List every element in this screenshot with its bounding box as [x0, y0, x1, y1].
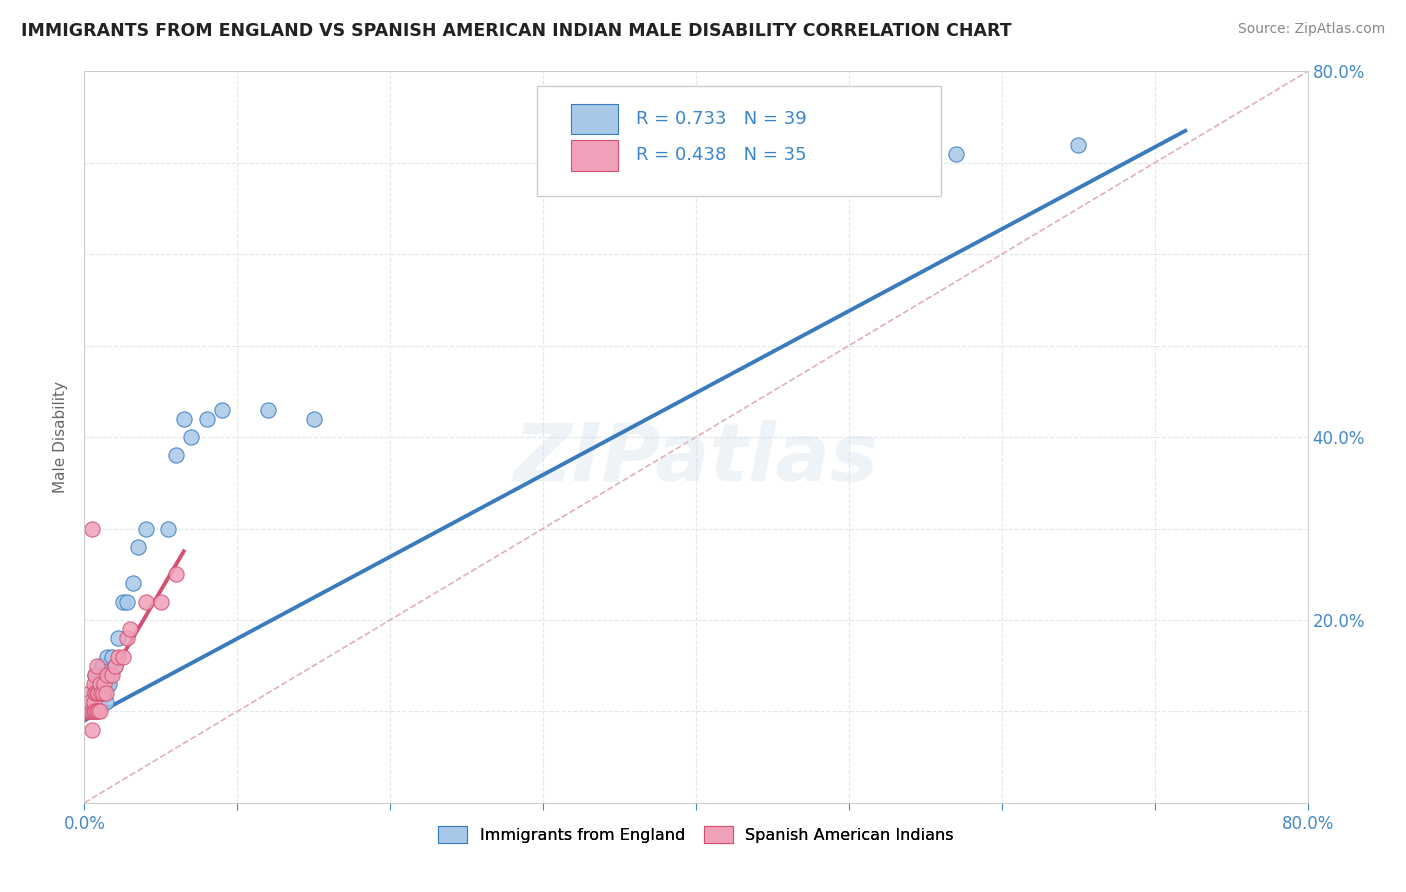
Point [302, 412, 325, 426]
Point [90, 686, 112, 700]
Point [111, 594, 134, 608]
Point [77, 686, 100, 700]
Text: R = 0.733   N = 39: R = 0.733 N = 39 [636, 110, 807, 128]
FancyBboxPatch shape [537, 86, 941, 195]
Point [111, 649, 134, 664]
Point [157, 521, 180, 535]
Point [149, 594, 172, 608]
Point [91, 658, 114, 673]
Point [84, 667, 107, 681]
Point [87, 667, 110, 681]
Y-axis label: Male Disability: Male Disability [53, 381, 69, 493]
Point [77, 705, 100, 719]
Point [80, 521, 103, 535]
Point [79, 695, 101, 709]
Point [97, 677, 120, 691]
Point [83, 677, 105, 691]
Point [93, 686, 115, 700]
Point [945, 146, 967, 161]
Point [93, 677, 115, 691]
Point [93, 667, 115, 681]
Point [101, 649, 124, 664]
Point [86, 686, 108, 700]
FancyBboxPatch shape [571, 140, 617, 171]
Point [107, 632, 129, 646]
Point [173, 412, 195, 426]
Point [165, 448, 187, 462]
Point [86, 677, 108, 691]
Point [87, 705, 110, 719]
Text: Source: ZipAtlas.com: Source: ZipAtlas.com [1237, 22, 1385, 37]
Point [104, 658, 127, 673]
Point [165, 567, 187, 582]
Point [86, 658, 108, 673]
Legend: Immigrants from England, Spanish American Indians: Immigrants from England, Spanish America… [432, 820, 960, 850]
Point [94, 686, 117, 700]
Point [89, 677, 111, 691]
Point [80, 723, 103, 737]
Point [76, 705, 98, 719]
Point [101, 667, 124, 681]
Point [96, 649, 118, 664]
Point [94, 695, 117, 709]
Point [87, 695, 110, 709]
Point [127, 540, 149, 554]
Point [180, 430, 202, 444]
Point [86, 705, 108, 719]
Point [89, 705, 111, 719]
Point [107, 649, 129, 664]
Point [104, 658, 127, 673]
Point [80, 705, 103, 719]
Point [79, 705, 101, 719]
Point [87, 686, 110, 700]
Point [1067, 137, 1090, 152]
Point [91, 686, 114, 700]
Point [83, 695, 105, 709]
Point [84, 667, 107, 681]
Point [86, 705, 108, 719]
Point [122, 576, 145, 591]
Point [89, 677, 111, 691]
Text: IMMIGRANTS FROM ENGLAND VS SPANISH AMERICAN INDIAN MALE DISABILITY CORRELATION C: IMMIGRANTS FROM ENGLAND VS SPANISH AMERI… [21, 22, 1012, 40]
Point [115, 632, 138, 646]
Point [84, 705, 107, 719]
Point [91, 686, 114, 700]
Point [195, 412, 218, 426]
Text: R = 0.438   N = 35: R = 0.438 N = 35 [636, 146, 807, 164]
Point [89, 695, 111, 709]
Point [83, 686, 105, 700]
Point [90, 686, 112, 700]
Point [84, 686, 107, 700]
Point [83, 705, 105, 719]
FancyBboxPatch shape [571, 103, 617, 135]
Text: ZIPatlas: ZIPatlas [513, 420, 879, 498]
Point [211, 402, 233, 417]
Point [257, 402, 280, 417]
Point [120, 622, 142, 636]
Point [115, 594, 138, 608]
Point [80, 705, 103, 719]
Point [135, 521, 157, 535]
Point [84, 695, 107, 709]
Point [96, 677, 118, 691]
Point [96, 667, 118, 681]
Point [98, 667, 121, 681]
Point [135, 594, 157, 608]
Point [90, 658, 112, 673]
